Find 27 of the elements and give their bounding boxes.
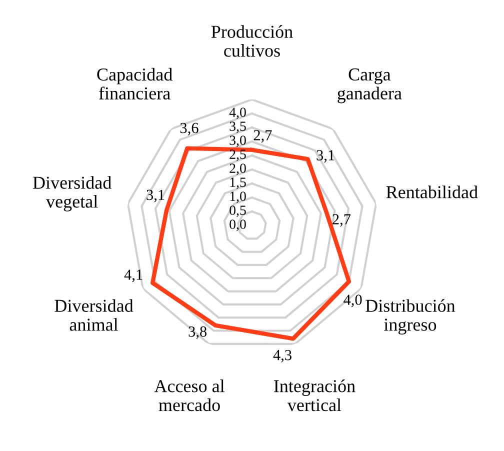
y-tick-label: 0,0 <box>230 220 246 231</box>
y-tick-label: 2,5 <box>230 150 246 161</box>
data-label: 4,3 <box>273 350 292 362</box>
y-tick-label: 1,0 <box>230 192 246 203</box>
spoke-label: Acceso al mercado <box>154 380 224 412</box>
spoke-label: Integración vertical <box>274 380 356 412</box>
data-label: 4,1 <box>124 270 142 282</box>
spoke-label: Carga ganadera <box>338 68 402 104</box>
y-tick-label: 3,0 <box>230 136 246 147</box>
spoke-label: Rentabilidad <box>386 186 478 198</box>
y-tick-label: 2,0 <box>230 164 246 175</box>
spoke-label: Diversidad animal <box>54 299 134 331</box>
spoke-label: Producción cultivos <box>211 25 293 57</box>
data-label: 3,6 <box>180 122 198 136</box>
y-tick-label: 1,5 <box>230 178 246 189</box>
data-label: 3,1 <box>316 150 334 163</box>
spoke-label: Diversidad vegetal <box>32 176 112 212</box>
spoke-label: Capacidad financiera <box>97 68 172 100</box>
y-tick-label: 0,5 <box>230 206 246 217</box>
y-tick-label: 4,0 <box>229 108 246 119</box>
data-label: 2,7 <box>254 130 272 143</box>
spoke-label: Distribución ingreso <box>366 299 456 334</box>
data-label: 4,0 <box>344 294 362 308</box>
y-tick-label: 3,5 <box>230 122 246 133</box>
data-label: 3,8 <box>188 326 207 339</box>
data-label: 3,1 <box>146 190 164 202</box>
data-label: 2,7 <box>332 214 351 227</box>
